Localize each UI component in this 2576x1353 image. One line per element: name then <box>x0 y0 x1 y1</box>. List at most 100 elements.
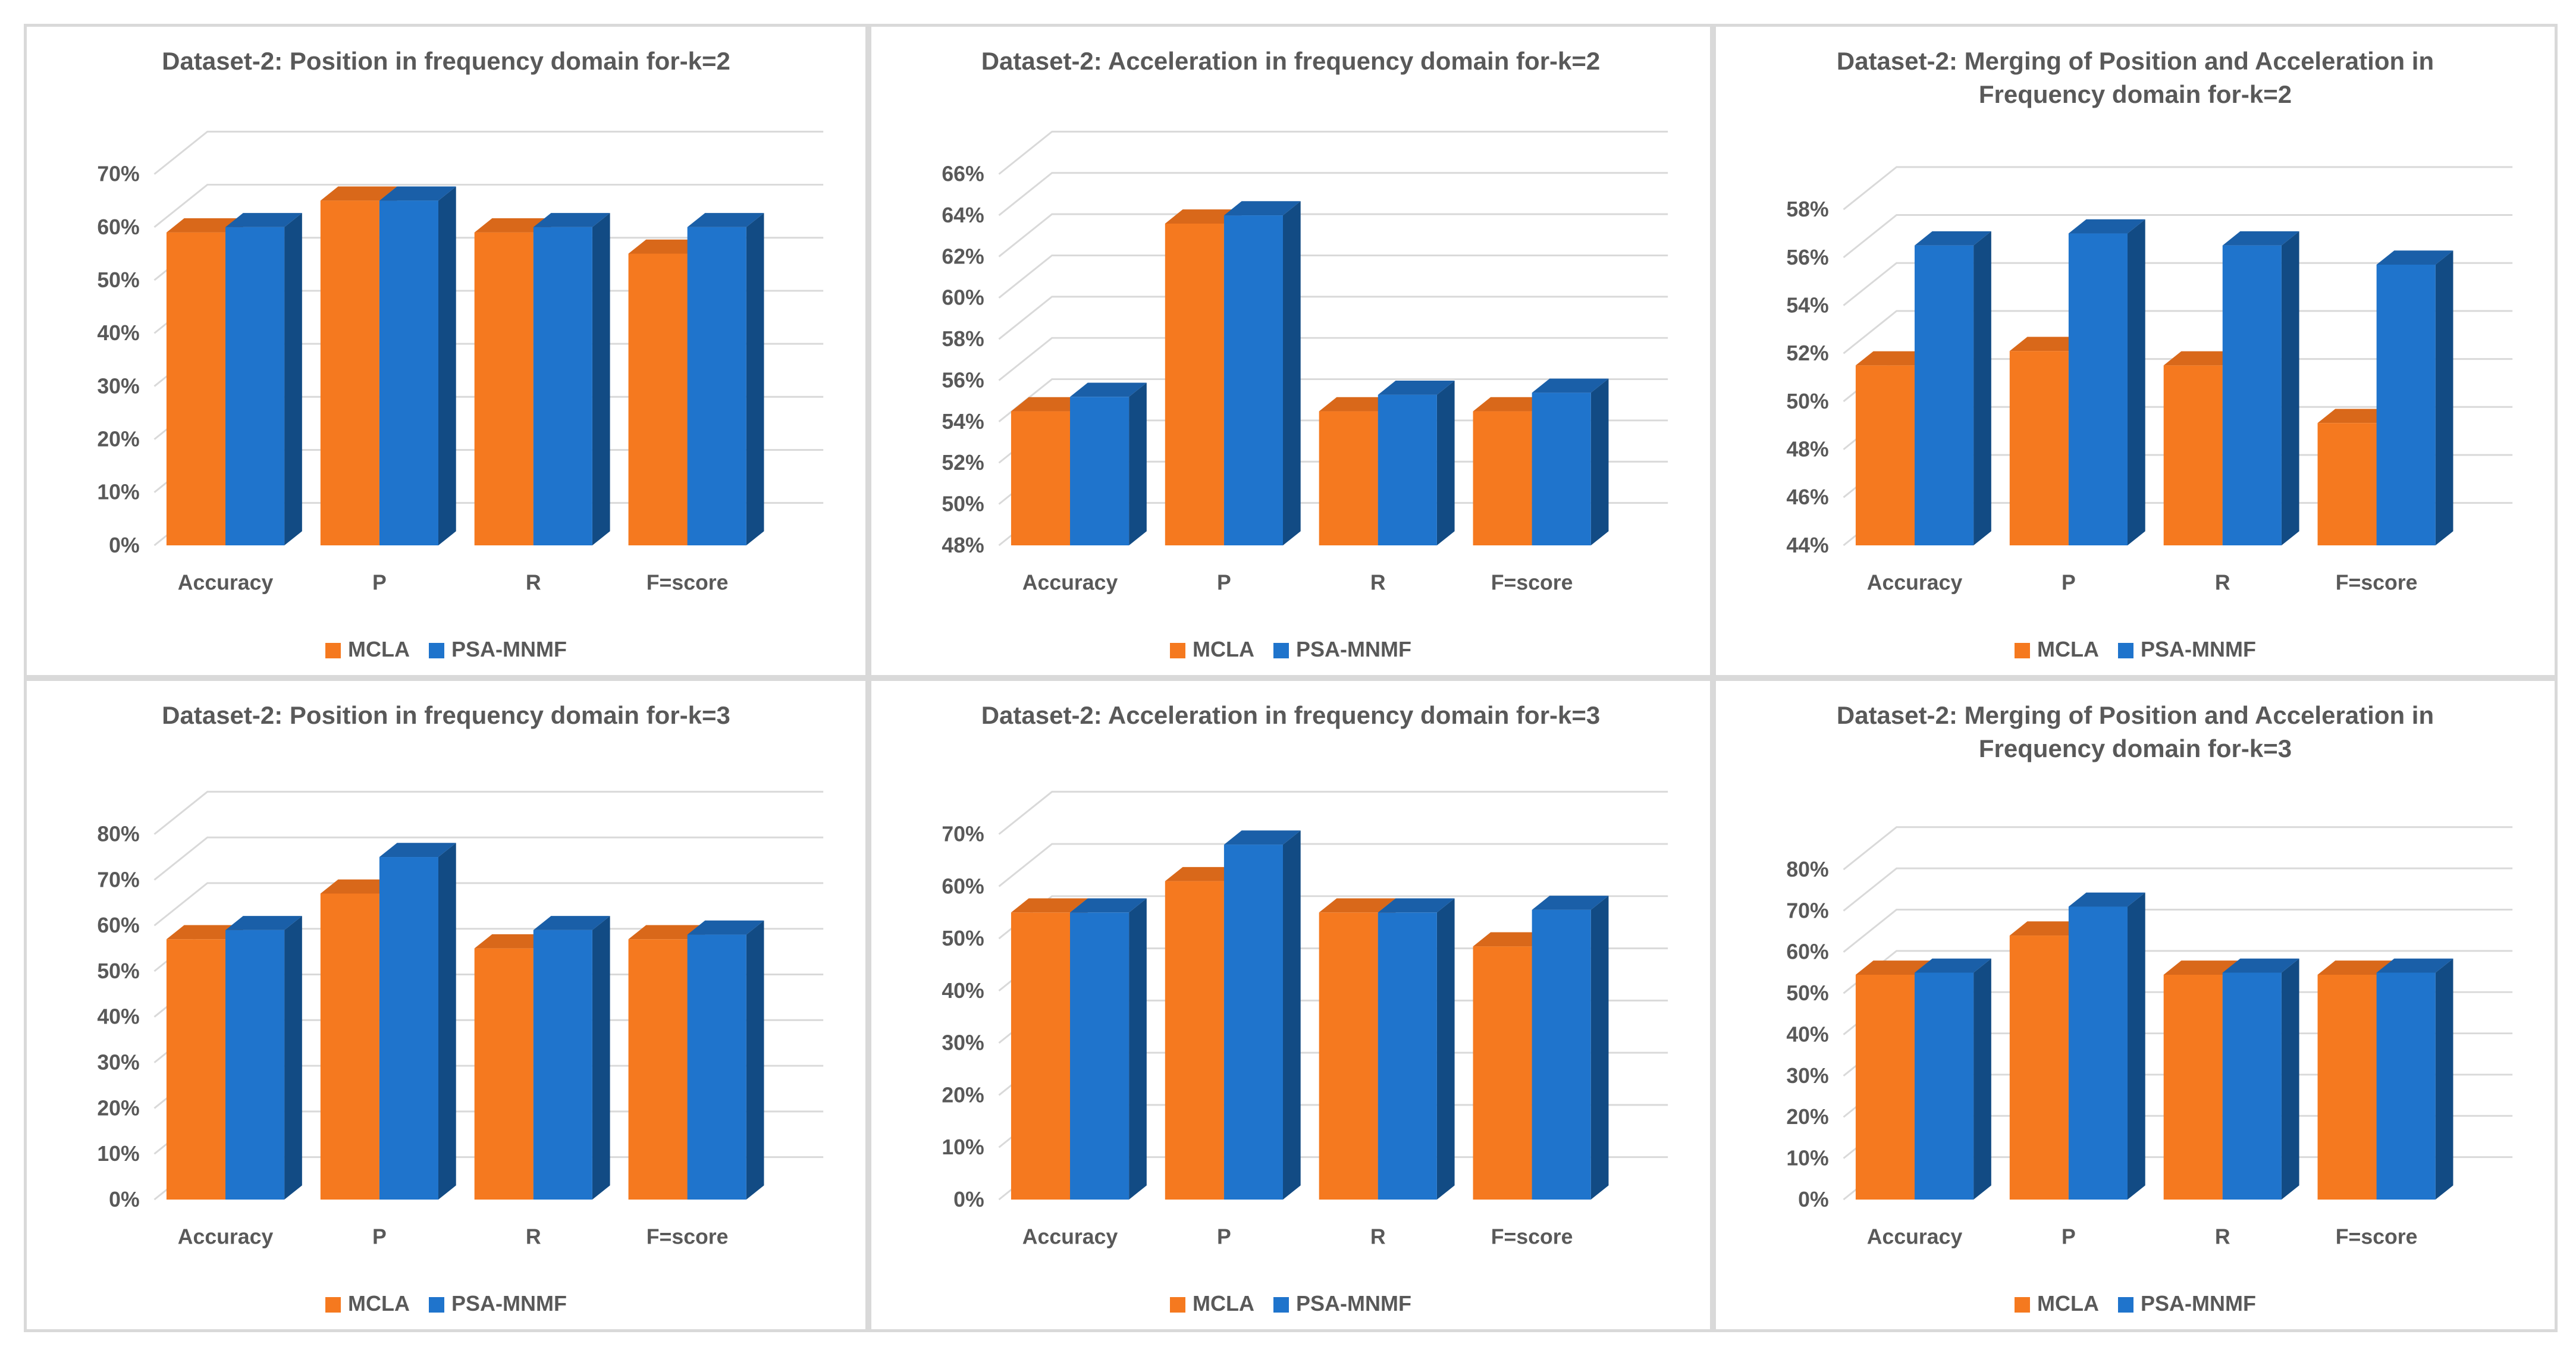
bar-psa-mnmf-p <box>2068 892 2145 1200</box>
bar-psa-mnmf-r-front <box>2222 972 2282 1200</box>
gridline <box>153 882 824 927</box>
y-tick-label: 64% <box>942 203 984 227</box>
y-tick-label: 60% <box>1786 940 1828 964</box>
bar-psa-mnmf-p-front <box>2068 906 2128 1200</box>
bar-psa-mnmf-accuracy-top <box>1915 958 1991 973</box>
bar-mcla-p-top <box>2009 337 2086 351</box>
y-tick-label: 80% <box>1786 858 1828 881</box>
chart-title: Dataset-2: Position in frequency domain … <box>27 45 865 78</box>
gridline <box>1843 826 2513 871</box>
bar-psa-mnmf-r <box>533 916 610 1200</box>
legend-label: PSA-MNMF <box>451 637 567 661</box>
y-tick-label: 50% <box>942 492 984 516</box>
bar-psa-mnmf-r-side <box>592 213 610 545</box>
y-tick-label: 30% <box>97 1051 139 1075</box>
bar-psa-mnmf-r-top <box>2222 958 2299 973</box>
bar-psa-mnmf-p-side <box>1282 830 1301 1200</box>
y-tick-label: 60% <box>97 215 139 239</box>
x-tick-label: F=score <box>2336 570 2418 594</box>
y-tick-label: 50% <box>1786 390 1828 413</box>
legend-swatch <box>429 1297 444 1313</box>
bar-chart-plot: 0% 10% 20% 30% 40% 50% 60% 70% Accuracy P R F=score <box>942 790 1668 1248</box>
bar-psa-mnmf-f-score <box>687 213 764 546</box>
legend-swatch <box>2118 643 2133 658</box>
bar-mcla-p-top <box>320 879 397 894</box>
bar-psa-mnmf-r-side <box>2281 958 2299 1200</box>
bar-mcla-p-front <box>2009 936 2069 1200</box>
legend-swatch <box>2118 1297 2133 1313</box>
bar-psa-mnmf-p <box>379 186 456 545</box>
x-tick-label: F=score <box>1491 570 1573 594</box>
bar-psa-mnmf-f-score-side <box>2435 958 2453 1200</box>
chart-panel-1: Dataset-2: Position in frequency domain … <box>24 24 868 678</box>
bar-psa-mnmf-accuracy-side <box>1973 231 1991 545</box>
legend-swatch <box>1170 643 1186 658</box>
gridline <box>153 184 824 228</box>
bar-mcla-f-score-top <box>2317 960 2395 975</box>
bar-mcla-accuracy-front <box>1011 912 1071 1200</box>
bar-mcla-p-front <box>320 200 379 545</box>
bar-mcla-r-top <box>1319 898 1396 913</box>
legend-swatch <box>1273 1297 1289 1313</box>
bar-psa-mnmf-r-top <box>1378 898 1455 913</box>
legend-swatch <box>1170 1297 1186 1313</box>
bar-mcla-accuracy-top <box>1855 351 1932 366</box>
bar-psa-mnmf-f-score-front <box>1532 393 1591 545</box>
bar-mcla-f-score-front <box>628 939 688 1200</box>
bar-psa-mnmf-p-side <box>438 843 456 1200</box>
chart-title: Dataset-2: Merging of Position and Accel… <box>1716 699 2555 765</box>
legend-label: MCLA <box>1193 1291 1254 1316</box>
bar-psa-mnmf-p <box>379 843 456 1200</box>
bar-mcla-p-top <box>2009 921 2086 936</box>
bar-psa-mnmf-r-front <box>1378 912 1437 1200</box>
bar-psa-mnmf-f-score-front <box>2376 264 2436 545</box>
bar-mcla-p-front <box>2009 351 2069 545</box>
legend-item: PSA-MNMF <box>429 1291 567 1316</box>
gridline <box>1843 867 2513 912</box>
y-tick-label: 40% <box>97 321 139 345</box>
chart-title-line: Frequency domain for-k=2 <box>1978 80 2292 108</box>
bar-mcla-r-top <box>2163 351 2241 366</box>
y-tick-label: 0% <box>109 533 140 557</box>
bar-psa-mnmf-accuracy-side <box>1129 382 1147 545</box>
bar-psa-mnmf-accuracy-front <box>1915 972 1974 1200</box>
y-tick-label: 20% <box>1786 1105 1828 1129</box>
bar-psa-mnmf-p-side <box>2127 892 2145 1200</box>
bar-psa-mnmf-f-score-side <box>1590 896 1609 1200</box>
y-tick-label: 20% <box>97 1096 139 1120</box>
bar-mcla-r-top <box>2163 960 2241 975</box>
bar-psa-mnmf-p-front <box>2068 233 2128 545</box>
bar-mcla-p-front <box>1165 881 1224 1200</box>
y-tick-label: 10% <box>97 481 139 504</box>
y-tick-label: 40% <box>1786 1022 1828 1046</box>
y-tick-label: 66% <box>942 162 984 186</box>
y-tick-label: 46% <box>1786 485 1828 509</box>
y-tick-label: 20% <box>942 1083 984 1107</box>
bar-psa-mnmf-accuracy-front <box>225 930 285 1200</box>
gridline <box>998 296 1668 340</box>
legend-item: MCLA <box>2015 637 2099 662</box>
chart-title-line: Dataset-2: Position in frequency domain … <box>162 47 730 75</box>
bar-mcla-r-front <box>474 232 534 545</box>
bar-psa-mnmf-accuracy-front <box>1915 245 1974 545</box>
x-tick-label: P <box>372 1225 387 1248</box>
bar-mcla-r-front <box>2163 974 2223 1200</box>
bar-psa-mnmf-f-score-top <box>2376 250 2453 265</box>
y-tick-label: 70% <box>1786 899 1828 922</box>
bar-psa-mnmf-p-side <box>1282 201 1301 545</box>
bar-psa-mnmf-accuracy <box>1070 898 1147 1200</box>
gridline <box>998 254 1668 299</box>
legend-label: PSA-MNMF <box>1296 1291 1411 1316</box>
chart-legend: MCLA PSA-MNMF <box>1716 1290 2555 1316</box>
bar-mcla-accuracy-top <box>166 218 243 233</box>
y-tick-label: 60% <box>942 874 984 898</box>
bar-psa-mnmf-accuracy-top <box>1070 382 1147 397</box>
bar-psa-mnmf-accuracy <box>1915 958 1991 1200</box>
bar-psa-mnmf-r <box>2222 231 2299 545</box>
y-tick-label: 40% <box>97 1005 139 1029</box>
x-tick-label: F=score <box>1491 1225 1573 1248</box>
chart-legend: MCLA PSA-MNMF <box>871 1290 1710 1316</box>
y-tick-label: 44% <box>1786 533 1828 557</box>
legend-item: PSA-MNMF <box>429 637 567 662</box>
y-tick-label: 60% <box>97 913 139 937</box>
